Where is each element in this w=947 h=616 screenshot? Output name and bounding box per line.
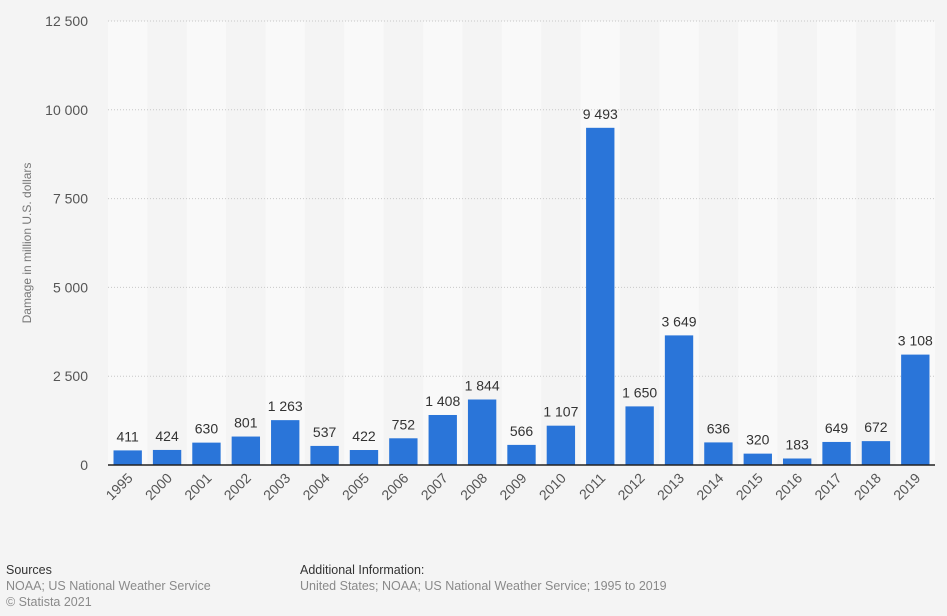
bars [113, 127, 930, 465]
column-band [186, 21, 227, 465]
x-tick-label: 2014 [693, 470, 726, 503]
bar-value-label: 320 [746, 432, 770, 448]
bar[interactable] [901, 354, 930, 465]
bar-value-label: 566 [510, 423, 534, 439]
x-tick-label: 2007 [418, 470, 451, 503]
bar-value-label: 630 [195, 421, 219, 437]
bar[interactable] [586, 127, 615, 465]
bar-value-label: 752 [392, 416, 416, 432]
column-band [265, 21, 305, 465]
x-tick-label: 2002 [221, 470, 254, 503]
bar-value-label: 1 650 [622, 384, 657, 400]
bar[interactable] [861, 441, 891, 465]
column-band [816, 21, 857, 465]
bar[interactable] [271, 420, 300, 465]
bar[interactable] [782, 458, 812, 465]
x-axis-ticks: 1995 2000 2001 2002 2003 2004 2005 2006 2007 2008… [102, 470, 923, 503]
column-band [738, 21, 778, 465]
x-tick-label: 2003 [260, 470, 293, 503]
bar[interactable] [546, 425, 576, 465]
bar[interactable] [743, 453, 772, 465]
column-band [108, 21, 148, 465]
bar[interactable] [704, 442, 733, 465]
bar-value-label: 424 [155, 428, 179, 444]
bar[interactable] [310, 445, 339, 465]
y-tick-label: 10 000 [45, 102, 88, 118]
bar-value-label: 636 [707, 420, 731, 436]
column-bands [108, 21, 935, 465]
bar-value-label: 1 263 [268, 398, 303, 414]
bar-value-label: 537 [313, 424, 337, 440]
bar[interactable] [152, 449, 182, 465]
x-tick-label: 2015 [733, 470, 766, 503]
x-tick-label: 2004 [299, 470, 332, 503]
y-tick-label: 0 [80, 457, 88, 473]
x-tick-label: 2016 [772, 470, 805, 503]
bar[interactable] [113, 450, 142, 465]
x-tick-label: 2011 [576, 470, 609, 503]
bar-value-label: 183 [785, 436, 809, 452]
x-tick-label: 2000 [142, 470, 175, 503]
bar[interactable] [467, 399, 497, 465]
additional-info-title[interactable]: Additional Information: [300, 563, 425, 577]
bar[interactable] [192, 442, 221, 465]
sources-section: Sources NOAA; US National Weather Servic… [6, 562, 211, 610]
bar[interactable] [349, 450, 379, 465]
y-axis-ticks: 0 2 500 5 000 7 500 10 000 12 500 [45, 13, 88, 473]
x-tick-label: 2018 [851, 470, 884, 503]
bar-value-label: 3 649 [662, 313, 697, 329]
column-band [423, 21, 463, 465]
x-tick-label: 2005 [339, 470, 372, 503]
bar[interactable] [389, 438, 418, 465]
x-tick-label: 2012 [614, 470, 647, 503]
bar-value-label: 1 844 [465, 378, 500, 394]
bar-value-label: 9 493 [583, 106, 618, 122]
column-band [344, 21, 384, 465]
bar[interactable] [625, 406, 654, 465]
sources-text[interactable]: NOAA; US National Weather Service [6, 579, 211, 593]
copyright: © Statista 2021 [6, 595, 92, 609]
x-tick-label: 2009 [496, 470, 529, 503]
bar-value-label: 3 108 [898, 333, 933, 349]
y-tick-label: 7 500 [53, 191, 88, 207]
bar-value-label: 422 [352, 428, 376, 444]
bar-labels: 411 424 630 801 1 263 537 422 752 1 408 1 844 566 1… [117, 106, 934, 453]
bar-value-label: 649 [825, 420, 849, 436]
bar[interactable] [822, 441, 851, 465]
bar-value-label: 1 107 [543, 404, 578, 420]
x-tick-label: 2001 [181, 470, 214, 503]
x-tick-label: 2006 [378, 470, 411, 503]
bar-value-label: 801 [234, 415, 258, 431]
y-tick-label: 12 500 [45, 13, 88, 29]
bar[interactable] [231, 436, 261, 465]
sources-title: Sources [6, 563, 52, 577]
x-tick-label: 1995 [102, 470, 135, 503]
x-tick-label: 2019 [890, 470, 923, 503]
bar-value-label: 672 [864, 419, 888, 435]
bar[interactable] [428, 414, 457, 465]
x-tick-label: 2017 [811, 470, 844, 503]
column-band [501, 21, 542, 465]
x-tick-label: 2010 [536, 470, 569, 503]
additional-info-text: United States; NOAA; US National Weather… [300, 579, 667, 593]
additional-info-section: Additional Information: United States; N… [300, 562, 667, 594]
bar[interactable] [664, 335, 694, 465]
bar-value-label: 411 [117, 428, 140, 444]
bar[interactable] [507, 444, 536, 465]
y-tick-label: 5 000 [53, 279, 88, 295]
x-tick-label: 2013 [654, 470, 687, 503]
bar-value-label: 1 408 [425, 393, 460, 409]
y-axis-label: Damage in million U.S. dollars [20, 163, 34, 324]
x-tick-label: 2008 [457, 470, 490, 503]
y-tick-label: 2 500 [53, 368, 88, 384]
